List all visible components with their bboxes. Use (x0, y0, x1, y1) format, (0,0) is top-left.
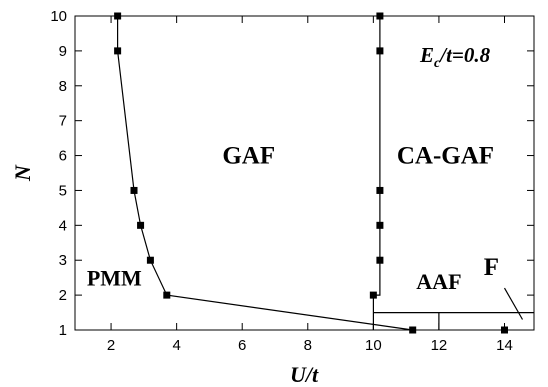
region-label-aaf: AAF (416, 269, 461, 294)
boundary-line-5 (503, 287, 524, 320)
region-label-ca-gaf: CA-GAF (397, 143, 494, 170)
data-point (376, 12, 384, 20)
x-tick-label: 4 (172, 337, 180, 354)
y-tick-label: 10 (50, 8, 67, 25)
data-point (114, 12, 122, 20)
y-tick-label: 2 (59, 287, 67, 304)
y-tick-label: 6 (59, 148, 67, 165)
y-axis-title: N (10, 164, 35, 182)
region-label-gaf: GAF (222, 143, 275, 170)
data-point (130, 186, 138, 194)
x-tick-label: 2 (107, 337, 115, 354)
x-tick-label: 10 (365, 337, 382, 354)
parameter-label-rest: /t=0.8 (438, 43, 490, 67)
data-point (146, 256, 154, 264)
boundary-line-1 (372, 16, 381, 330)
x-tick-label: 8 (304, 337, 312, 354)
data-point (163, 291, 171, 299)
data-point (369, 291, 377, 299)
x-axis-title: U/t (290, 362, 319, 387)
plot-frame (74, 15, 535, 331)
region-label-pmm: PMM (87, 266, 142, 291)
y-tick-label: 5 (59, 182, 67, 199)
data-point (376, 221, 384, 229)
parameter-label-sub: c (434, 56, 441, 71)
data-point (500, 326, 508, 334)
y-tick-label: 8 (59, 78, 67, 95)
data-point (376, 256, 384, 264)
y-tick-label: 4 (59, 217, 67, 234)
parameter-label-main: E (419, 43, 434, 67)
region-label-f: F (484, 254, 499, 281)
region-labels: GAF CA-GAF PMM AAF F (87, 143, 499, 295)
y-tick-label: 9 (59, 43, 67, 60)
y-tick-label: 3 (59, 252, 67, 269)
data-point (409, 326, 417, 334)
y-tick-label: 7 (59, 113, 67, 130)
data-point (376, 47, 384, 55)
boundary-line-0 (116, 16, 413, 331)
data-point (114, 47, 122, 55)
x-tick-label: 12 (431, 337, 448, 354)
y-tick-label: 1 (59, 322, 67, 339)
data-point (376, 186, 384, 194)
parameter-label: Ec/t=0.8 (419, 43, 491, 71)
x-tick-label: 14 (496, 337, 513, 354)
x-tick-label: 6 (238, 337, 246, 354)
data-point (137, 221, 145, 229)
data-markers (114, 12, 508, 334)
